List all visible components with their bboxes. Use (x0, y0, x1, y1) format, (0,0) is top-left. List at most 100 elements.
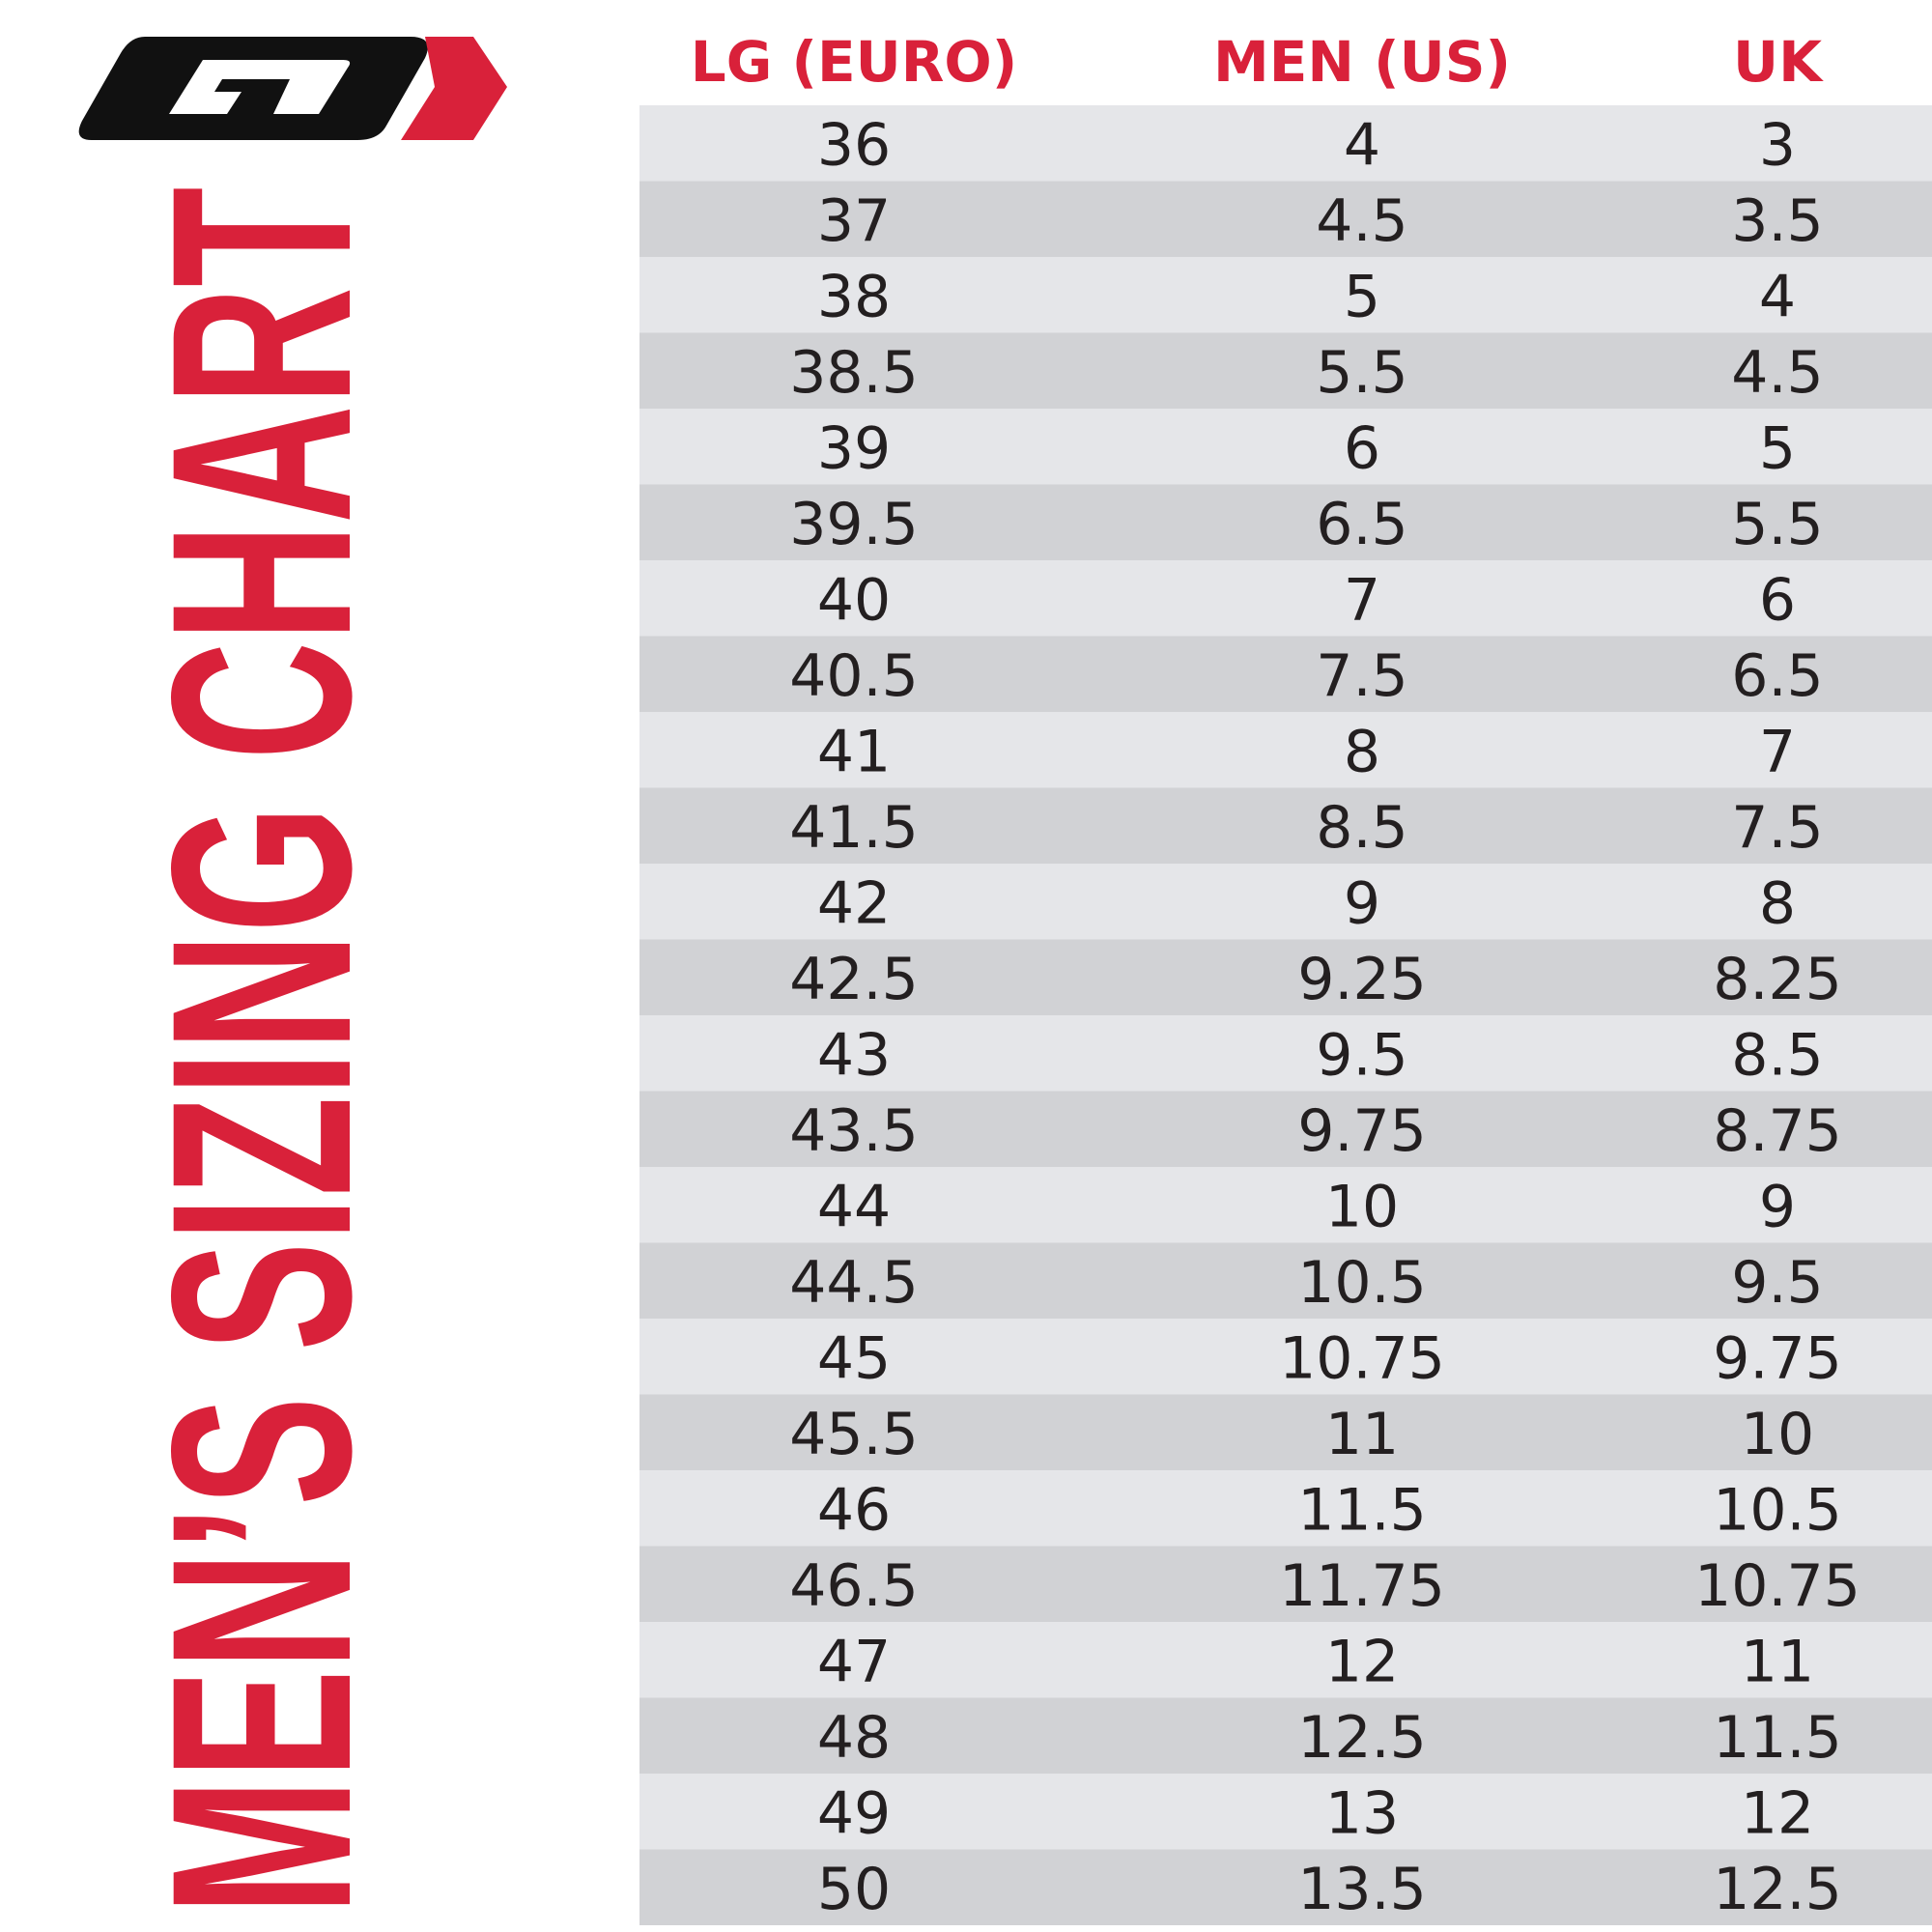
logo-letters (169, 60, 351, 114)
row-band (639, 1622, 1932, 1698)
cell: 40 (817, 566, 891, 634)
cell: 9.5 (1731, 1249, 1823, 1317)
row-band (639, 1546, 1932, 1622)
cell: 8 (1759, 869, 1796, 937)
logo-shape (78, 37, 428, 140)
cell: 9.25 (1297, 946, 1427, 1013)
cell: 40.5 (789, 642, 919, 710)
cell: 11.5 (1713, 1704, 1842, 1772)
row-band (639, 1242, 1932, 1319)
cell: 12.5 (1713, 1856, 1842, 1923)
row-band (639, 409, 1932, 485)
cell: 5.5 (1316, 339, 1407, 407)
cell: 50 (817, 1856, 891, 1923)
cell: 3 (1759, 111, 1796, 179)
row-band (639, 1697, 1932, 1774)
cell: 12.5 (1297, 1704, 1427, 1772)
row-band (639, 332, 1932, 409)
size-table: LG (EURO) MEN (US) UK 36 4 3 3 7 4.5 3.5 38 5 4 38.5 5… (639, 29, 1932, 1925)
cell: 45.5 (789, 1401, 919, 1468)
cell: 4 (1759, 263, 1796, 330)
cell: 10.5 (1713, 1476, 1842, 1544)
cell: 49 (817, 1779, 891, 1847)
cell: 43 (817, 1021, 891, 1089)
cell: 10.75 (1279, 1324, 1445, 1392)
cell: 46.5 (789, 1552, 919, 1620)
cell: 9.5 (1316, 1021, 1407, 1089)
cell: 6 (1344, 414, 1380, 482)
cell: 6.5 (1731, 642, 1823, 710)
cell: 44.5 (789, 1249, 919, 1317)
cell: 4 (1344, 111, 1380, 179)
row-band (639, 1015, 1932, 1092)
cell: 5 (1344, 263, 1380, 330)
cell: 9.75 (1297, 1097, 1427, 1165)
cell: 9.75 (1713, 1324, 1842, 1392)
cell: 12 (1325, 1628, 1399, 1695)
cell: 8.75 (1713, 1097, 1842, 1165)
cell: 38 (817, 263, 891, 330)
cell: 7.5 (1316, 642, 1407, 710)
column-header: LG (EURO) (691, 29, 1017, 95)
row-band (639, 712, 1932, 788)
cell: 41.5 (789, 794, 919, 862)
column-header: UK (1733, 29, 1824, 95)
cell: 46 (817, 1476, 891, 1544)
cell: 8.5 (1731, 1021, 1823, 1089)
cell: 7.5 (1731, 794, 1823, 862)
cell: 10 (1741, 1401, 1814, 1468)
row-band (639, 1167, 1932, 1243)
cell: 3.5 (1731, 187, 1823, 255)
cell: 6.5 (1316, 491, 1407, 558)
logo (78, 37, 507, 140)
cell: 7 (1344, 566, 1380, 634)
cell: 12 (1741, 1779, 1814, 1847)
vertical-title: MEN’S SIZING CHART (119, 187, 405, 1916)
cell: 10.75 (1694, 1552, 1861, 1620)
row-band (639, 787, 1932, 864)
cell: 39.5 (789, 491, 919, 558)
row-band (639, 1394, 1932, 1470)
row-band (639, 939, 1932, 1015)
cell: 8 (1344, 718, 1380, 785)
row-band (639, 636, 1932, 712)
cell: 38.5 (789, 339, 919, 407)
cell: 47 (817, 1628, 891, 1695)
cell: 43.5 (789, 1097, 919, 1165)
cell: 36 (817, 111, 891, 179)
cell: 5.5 (1731, 491, 1823, 558)
cell: 42.5 (789, 946, 919, 1013)
row-band (639, 181, 1932, 257)
column-header: MEN (US) (1213, 29, 1511, 95)
row-band (639, 1470, 1932, 1547)
row-band (639, 105, 1932, 182)
cell: 13 (1325, 1779, 1399, 1847)
cell: 39 (817, 414, 891, 482)
cell: 7 (1759, 718, 1796, 785)
row-band (639, 864, 1932, 940)
cell: 11.75 (1279, 1552, 1445, 1620)
row-band (639, 1319, 1932, 1395)
cell: 11.5 (1297, 1476, 1427, 1544)
cell: 8.25 (1713, 946, 1842, 1013)
cell: 11 (1741, 1628, 1814, 1695)
row-band (639, 1849, 1932, 1925)
cell: 45 (817, 1324, 891, 1392)
cell: 41 (817, 718, 891, 785)
cell: 44 (817, 1173, 891, 1240)
cell: 9 (1344, 869, 1380, 937)
row-band (639, 257, 1932, 333)
cell: 42 (817, 869, 891, 937)
cell: 10 (1325, 1173, 1399, 1240)
cell: 4.5 (1731, 339, 1823, 407)
cell: 13.5 (1297, 1856, 1427, 1923)
cell: 48 (817, 1704, 891, 1772)
cell: 9 (1759, 1173, 1796, 1240)
cell: 5 (1759, 414, 1796, 482)
cell: 10.5 (1297, 1249, 1427, 1317)
cell: 11 (1325, 1401, 1399, 1468)
cell: 4.5 (1316, 187, 1407, 255)
cell: 8.5 (1316, 794, 1407, 862)
logo-chevron (401, 37, 507, 140)
